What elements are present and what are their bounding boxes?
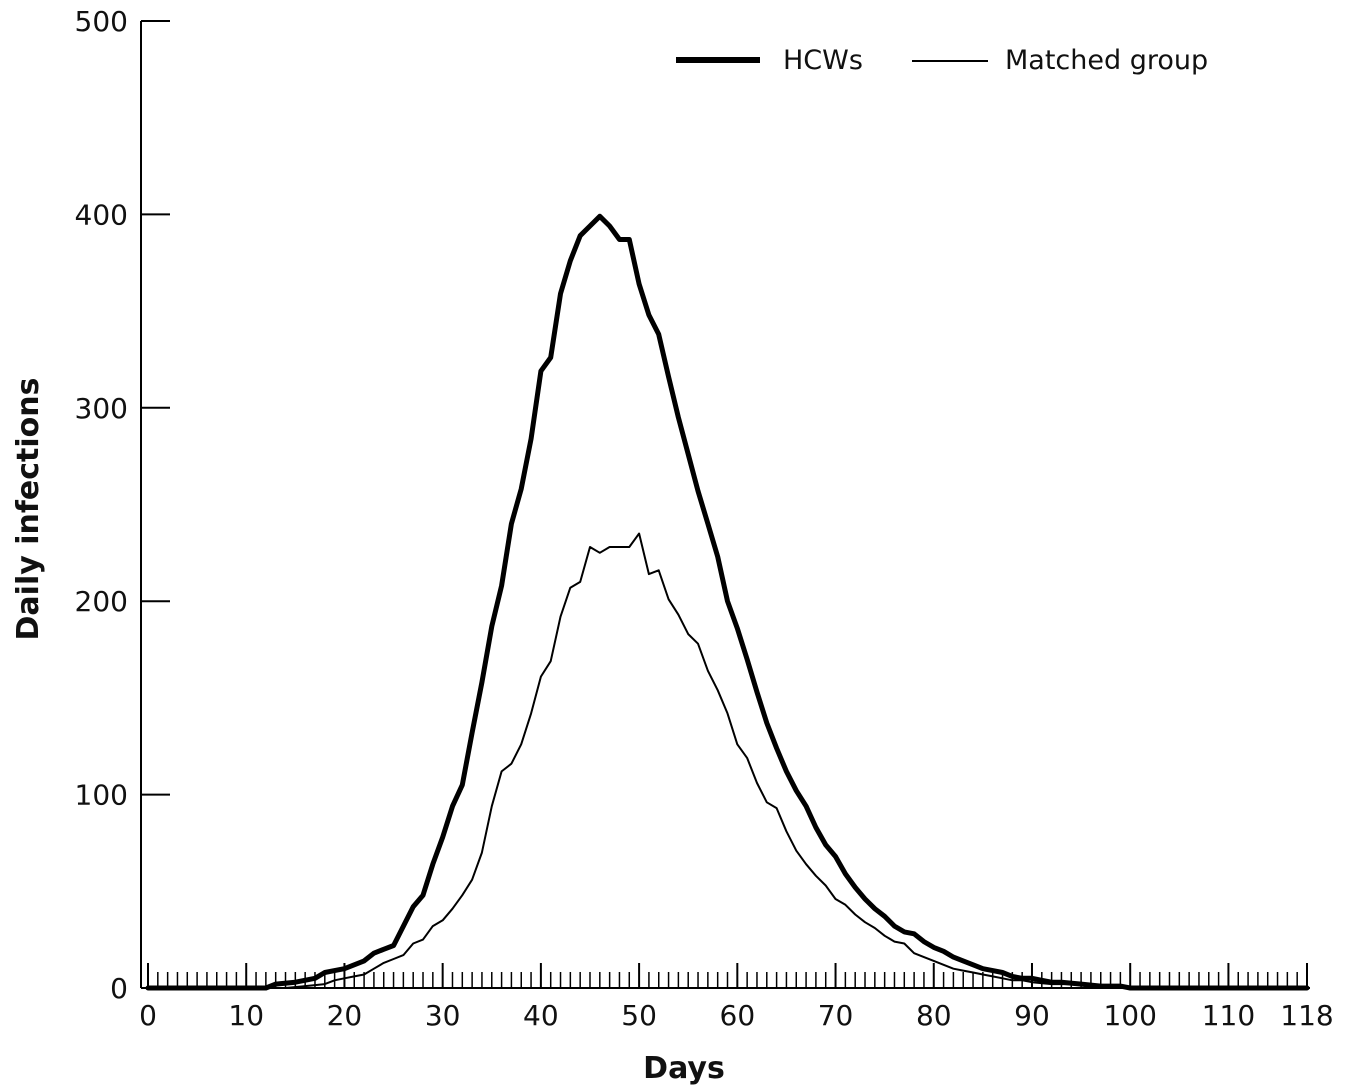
x-tick-label: 90 bbox=[1014, 999, 1050, 1032]
x-tick-label: 0 bbox=[139, 999, 157, 1032]
x-tick-label: 20 bbox=[327, 999, 363, 1032]
y-tick-label: 500 bbox=[75, 5, 128, 38]
x-tick-label: 60 bbox=[720, 999, 756, 1032]
x-tick-label: 40 bbox=[523, 999, 559, 1032]
y-tick-label: 0 bbox=[110, 972, 128, 1005]
x-axis-title: Days bbox=[643, 1051, 725, 1086]
x-tick-label: 70 bbox=[818, 999, 854, 1032]
tick-marks bbox=[141, 20, 1308, 989]
tick-labels: 0 100 200 300 400 500 0 10 20 30 40 50 60 70 80 90 100 11… bbox=[75, 5, 1334, 1032]
x-tick-label: 10 bbox=[228, 999, 264, 1032]
y-tick-label: 100 bbox=[75, 779, 128, 812]
legend-label-hcws: HCWs bbox=[783, 45, 863, 76]
y-tick-label: 200 bbox=[75, 585, 128, 618]
legend: HCWs Matched group bbox=[676, 45, 1208, 76]
y-tick-label: 400 bbox=[75, 198, 128, 231]
series-line-hcws bbox=[145, 213, 1310, 991]
series-line-matched-group bbox=[147, 532, 1308, 989]
x-tick-label: 30 bbox=[425, 999, 461, 1032]
x-tick-label: 50 bbox=[621, 999, 657, 1032]
x-tick-label: 118 bbox=[1280, 999, 1333, 1032]
x-tick-label: 100 bbox=[1103, 999, 1156, 1032]
legend-label-matched-group: Matched group bbox=[1005, 45, 1208, 76]
x-tick-label: 110 bbox=[1202, 999, 1255, 1032]
axes bbox=[140, 21, 1310, 989]
y-tick-label: 300 bbox=[75, 392, 128, 425]
x-tick-label: 80 bbox=[916, 999, 952, 1032]
y-axis-title: Daily infections bbox=[11, 378, 46, 641]
series-lines bbox=[145, 213, 1310, 991]
